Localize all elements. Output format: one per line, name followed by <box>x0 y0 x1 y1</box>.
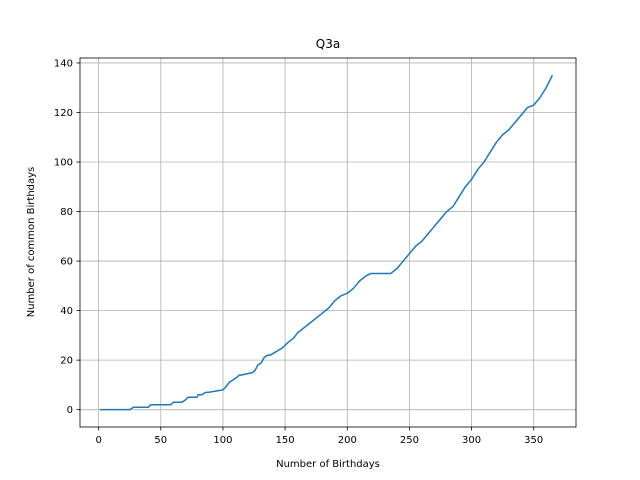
y-tick-label: 60 <box>60 257 73 268</box>
x-tick-label: 0 <box>95 435 101 446</box>
y-tick-label: 0 <box>67 405 73 416</box>
x-tick-label: 150 <box>276 435 295 446</box>
chart-title: Q3a <box>316 37 340 51</box>
plot-frame <box>79 57 577 428</box>
series-layer <box>99 75 554 411</box>
y-tick-label: 40 <box>60 306 73 317</box>
axis-ticks: 0 50 100 150 200 250 300 350 0 20 40 60 80 100 120 140 <box>54 58 543 446</box>
x-tick-label: 50 <box>154 435 167 446</box>
x-tick-label: 300 <box>462 435 481 446</box>
x-tick-label: 250 <box>400 435 419 446</box>
y-tick-label: 100 <box>54 158 73 169</box>
series-line <box>99 75 554 411</box>
y-tick-label: 20 <box>60 356 73 367</box>
grid-lines <box>80 58 576 427</box>
y-tick-label: 80 <box>60 207 73 218</box>
y-tick-label: 140 <box>54 58 73 69</box>
x-tick-label: 200 <box>338 435 357 446</box>
y-axis-label: Number of common Birthdays <box>26 167 37 318</box>
x-axis-label: Number of Birthdays <box>276 459 380 470</box>
x-tick-label: 350 <box>524 435 543 446</box>
y-tick-label: 120 <box>54 108 73 119</box>
x-tick-label: 100 <box>213 435 232 446</box>
